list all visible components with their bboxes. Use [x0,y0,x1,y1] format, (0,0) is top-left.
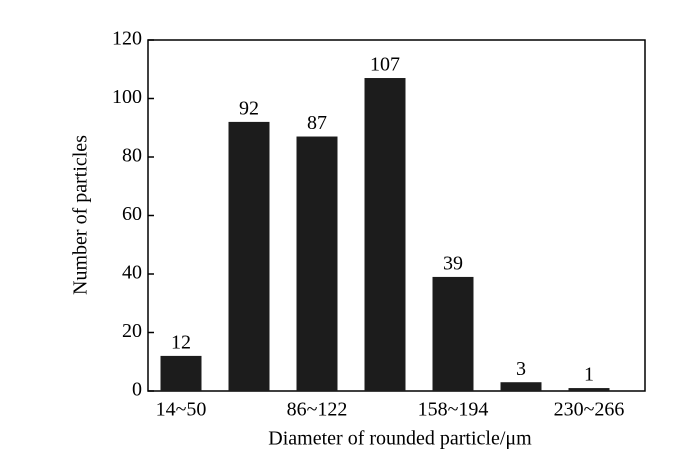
bar [160,355,202,391]
x-axis-label: Diameter of rounded particle/μm [268,428,532,450]
data-label: 3 [516,358,526,380]
data-label: 87 [307,112,327,134]
bar [568,388,610,391]
x-tick-label: 230~266 [554,399,625,421]
y-tick-label: 120 [112,28,142,50]
y-tick-label: 40 [122,262,142,284]
data-label: 39 [443,253,463,275]
bar [432,276,474,391]
bar [296,136,338,391]
y-tick-label: 60 [122,203,142,225]
data-label: 1 [584,364,594,386]
y-tick-label: 100 [112,86,142,108]
y-axis-label: Number of particles [70,135,92,295]
y-tick-label: 20 [122,320,142,342]
x-tick-label: 158~194 [418,399,489,421]
data-label: 107 [370,54,400,76]
bar [228,121,270,392]
y-tick-label: 0 [132,379,142,401]
bar [500,382,542,391]
x-tick-label: 86~122 [287,399,348,421]
data-label: 12 [171,331,191,353]
y-tick-label: 80 [122,145,142,167]
data-label: 92 [239,97,259,119]
x-tick-label: 14~50 [156,399,207,421]
bar [364,78,406,392]
